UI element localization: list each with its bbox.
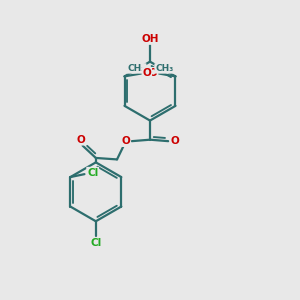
Text: CH₃: CH₃ (155, 64, 173, 73)
Text: O: O (142, 68, 151, 78)
Text: O: O (149, 68, 158, 78)
Text: O: O (77, 135, 85, 145)
Text: O: O (122, 136, 130, 146)
Text: CH₃: CH₃ (128, 64, 146, 73)
Text: OH: OH (141, 34, 159, 44)
Text: Cl: Cl (90, 238, 101, 248)
Text: O: O (170, 136, 179, 146)
Text: Cl: Cl (87, 168, 98, 178)
